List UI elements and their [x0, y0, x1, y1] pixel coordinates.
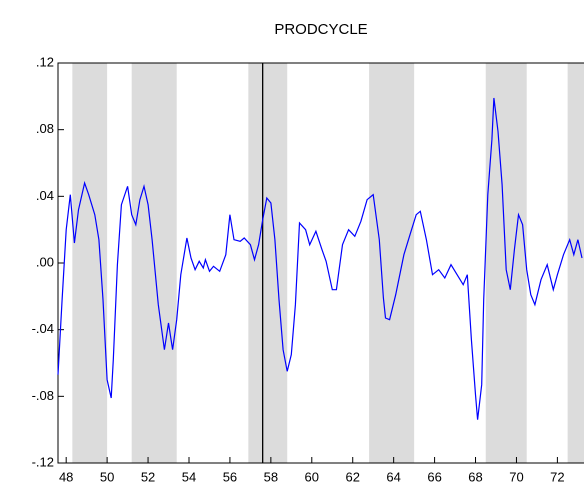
x-tick-label: 62 — [345, 469, 359, 484]
x-tick-label: 70 — [509, 469, 523, 484]
x-tick-label: 56 — [223, 469, 237, 484]
y-tick-label: .00 — [36, 254, 54, 269]
y-tick-label: -.08 — [32, 388, 54, 403]
shaded-region — [72, 63, 108, 463]
y-tick-label: .12 — [36, 54, 54, 69]
x-tick-label: 48 — [59, 469, 73, 484]
y-tick-label: -.04 — [32, 321, 54, 336]
shaded-region — [369, 63, 415, 463]
y-tick-label: .08 — [36, 121, 54, 136]
plot-frame — [57, 62, 584, 464]
x-tick-label: 60 — [305, 469, 319, 484]
y-tick-label: -.12 — [32, 454, 54, 469]
x-tick-label: 72 — [550, 469, 564, 484]
y-tick-label: .04 — [36, 188, 54, 203]
x-tick-label: 54 — [182, 469, 196, 484]
x-tick-label: 64 — [386, 469, 400, 484]
x-tick-label: 50 — [100, 469, 114, 484]
data-line — [57, 97, 583, 420]
x-tick-label: 68 — [468, 469, 482, 484]
x-tick-label: 58 — [264, 469, 278, 484]
x-tick-label: 52 — [141, 469, 155, 484]
x-tick-label: 66 — [427, 469, 441, 484]
shaded-region — [567, 63, 584, 463]
shaded-region — [248, 63, 288, 463]
chart-title: PRODCYCLE — [274, 21, 367, 38]
